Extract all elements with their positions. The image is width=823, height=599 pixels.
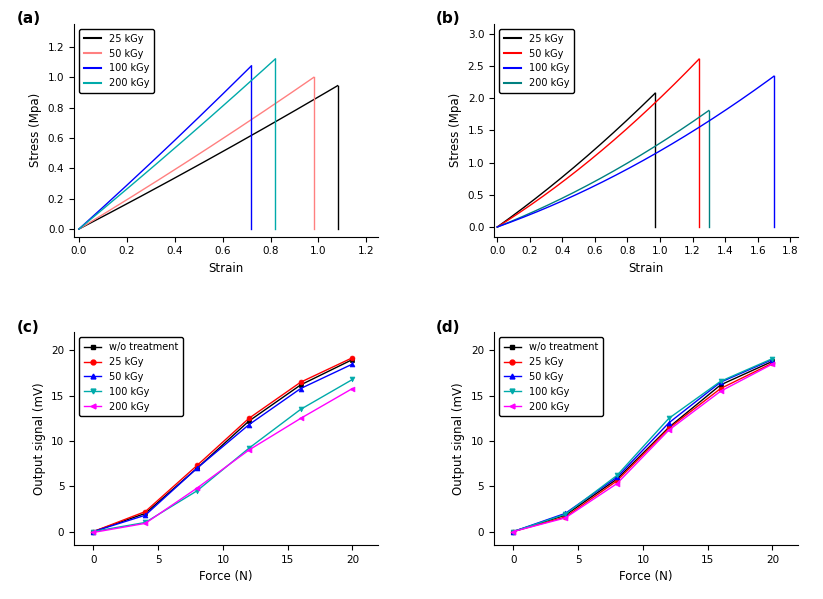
Y-axis label: Stress (Mpa): Stress (Mpa): [449, 93, 462, 168]
Text: (d): (d): [436, 320, 461, 335]
Legend: w/o treatment, 25 kGy, 50 kGy, 100 kGy, 200 kGy: w/o treatment, 25 kGy, 50 kGy, 100 kGy, …: [499, 337, 603, 416]
Y-axis label: Output signal (mV): Output signal (mV): [33, 382, 45, 495]
Legend: 25 kGy, 50 kGy, 100 kGy, 200 kGy: 25 kGy, 50 kGy, 100 kGy, 200 kGy: [499, 29, 574, 93]
Text: (a): (a): [16, 11, 40, 26]
X-axis label: Strain: Strain: [208, 262, 244, 275]
Y-axis label: Stress (Mpa): Stress (Mpa): [29, 93, 42, 168]
X-axis label: Force (N): Force (N): [620, 570, 673, 583]
Y-axis label: Output signal (mV): Output signal (mV): [453, 382, 466, 495]
Text: (c): (c): [16, 320, 39, 335]
X-axis label: Force (N): Force (N): [199, 570, 253, 583]
Legend: 25 kGy, 50 kGy, 100 kGy, 200 kGy: 25 kGy, 50 kGy, 100 kGy, 200 kGy: [79, 29, 155, 93]
X-axis label: Strain: Strain: [629, 262, 664, 275]
Text: (b): (b): [436, 11, 461, 26]
Legend: w/o treatment, 25 kGy, 50 kGy, 100 kGy, 200 kGy: w/o treatment, 25 kGy, 50 kGy, 100 kGy, …: [79, 337, 184, 416]
